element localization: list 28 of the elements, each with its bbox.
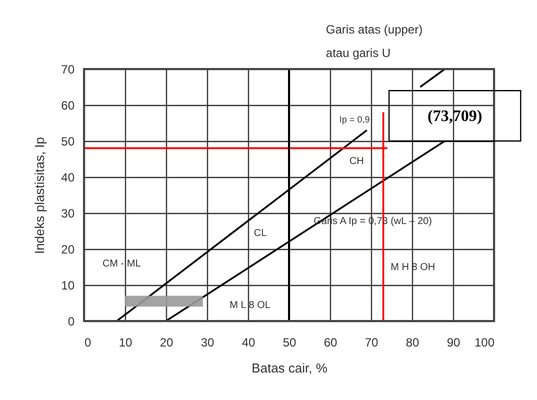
x-tick-label: 50 <box>282 336 296 350</box>
y-tick-label: 20 <box>61 242 75 256</box>
y-tick-label: 40 <box>61 170 75 184</box>
x-tick-label: 0 <box>84 336 92 350</box>
annotation: CH <box>349 156 364 167</box>
y-tick-label: 30 <box>61 206 75 220</box>
y-axis-title: Indeks plastisitas, Ip <box>32 136 48 254</box>
x-axis-title: Batas cair, % <box>252 360 328 376</box>
annotation: CM - ML <box>102 258 142 270</box>
y-tick-label: 10 <box>61 278 75 292</box>
x-tick-label: 70 <box>364 336 378 350</box>
x-tick-label: 40 <box>242 336 256 350</box>
x-tick-label: 60 <box>324 336 338 350</box>
x-tick-label: 10 <box>118 336 132 350</box>
x-tick-label: 80 <box>406 336 420 350</box>
annotation: Ip = 0,9 <box>339 114 370 124</box>
annotation: CL <box>254 228 268 239</box>
y-tick-label: 70 <box>61 62 75 76</box>
x-tick-label: 90 <box>446 336 460 350</box>
x-tick-label: 30 <box>200 336 214 350</box>
text: Garis atas (upper) <box>326 22 423 36</box>
y-tick-label: 50 <box>61 134 75 148</box>
text: atau garis U <box>326 46 391 60</box>
y-tick-label: 0 <box>68 314 75 328</box>
x-tick-label: 20 <box>160 336 174 350</box>
annotation: M L 8 OL <box>230 300 271 311</box>
y-tick-label: 60 <box>61 98 75 112</box>
x-tick-label: 100 <box>474 336 495 350</box>
